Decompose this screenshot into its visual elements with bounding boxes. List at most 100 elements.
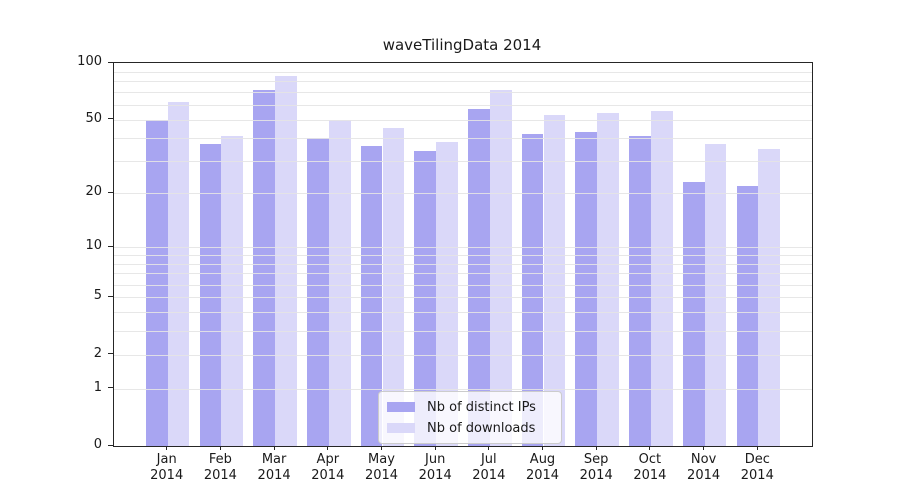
bar-jun-distinct-ips: [414, 150, 437, 446]
x-label-year-may: 2014: [364, 468, 399, 483]
x-tick-jan: [166, 445, 168, 450]
gridline-80: [114, 81, 812, 83]
x-label-year-jan: 2014: [150, 468, 184, 483]
x-label-month-oct: Oct: [638, 452, 662, 467]
y-tick-label-100: 100: [77, 54, 102, 69]
y-tick-label-1: 1: [93, 379, 102, 395]
x-label-month-may: May: [368, 452, 395, 467]
gridline-70: [114, 92, 812, 94]
gridline-20: [114, 193, 812, 195]
x-label-year-feb: 2014: [203, 468, 237, 483]
x-tick-dec: [756, 445, 758, 450]
x-label-year-dec: 2014: [740, 468, 774, 483]
bar-mar-distinct-ips: [253, 89, 276, 446]
legend-swatch-distinct-ips: [387, 402, 415, 412]
bar-jun-downloads: [436, 142, 458, 446]
y-tick-2: [108, 353, 113, 355]
y-tick-label-20: 20: [85, 184, 102, 200]
y-tick-1: [108, 387, 113, 388]
y-tick-50: [108, 118, 113, 120]
x-tick-label-sep: Sep 2014: [568, 452, 624, 484]
gridline-9: [114, 254, 812, 256]
x-tick-label-jul: Jul 2014: [461, 452, 517, 484]
legend-label-distinct-ips: Nb of distinct IPs: [427, 399, 536, 415]
legend-entry-downloads: Nb of downloads: [387, 419, 553, 437]
x-tick-may: [381, 445, 382, 450]
x-tick-jun: [434, 445, 436, 450]
x-label-month-jul: Jul: [480, 452, 497, 467]
x-tick-apr: [327, 445, 329, 450]
x-tick-sep: [595, 445, 597, 450]
y-tick-20: [108, 191, 113, 193]
gridline-40: [114, 137, 812, 139]
x-tick-label-mar: Mar 2014: [246, 452, 302, 484]
x-label-month-feb: Feb: [208, 452, 232, 467]
y-tick-label-50: 50: [85, 110, 102, 126]
gridline-7: [114, 273, 812, 275]
bar-feb-distinct-ips: [199, 144, 222, 446]
x-tick-mar: [273, 445, 275, 450]
y-tick-0: [108, 444, 113, 446]
gridline-50: [114, 119, 812, 121]
x-label-year-oct: 2014: [633, 468, 667, 483]
x-tick-oct: [649, 445, 651, 450]
gridline-10: [114, 247, 812, 248]
bar-mar-downloads: [275, 76, 297, 446]
bar-oct-downloads: [650, 110, 673, 446]
gridline-5: [114, 297, 812, 299]
bar-jul-distinct-ips: [468, 109, 490, 446]
legend-entry-distinct-ips: Nb of distinct IPs: [387, 398, 553, 416]
gridline-2: [114, 354, 812, 356]
gridline-30: [114, 161, 812, 162]
x-label-year-aug: 2014: [525, 468, 560, 483]
gridline-3: [114, 331, 812, 332]
y-tick-5: [108, 295, 113, 297]
x-tick-feb: [219, 445, 221, 450]
x-tick-label-jan: Jan 2014: [139, 452, 195, 484]
gridline-60: [114, 104, 812, 106]
y-tick-10: [108, 245, 113, 247]
y-tick-label-10: 10: [85, 238, 102, 253]
bar-feb-downloads: [221, 135, 244, 446]
bar-nov-distinct-ips: [682, 182, 705, 446]
bar-dec-distinct-ips: [736, 185, 759, 446]
x-label-month-nov: Nov: [690, 452, 717, 467]
x-tick-label-may: May 2014: [354, 452, 410, 484]
legend: Nb of distinct IPs Nb of downloads: [378, 391, 562, 444]
x-label-month-jan: Jan: [156, 452, 177, 467]
bar-apr-distinct-ips: [307, 137, 329, 446]
x-label-month-sep: Sep: [583, 452, 609, 467]
x-tick-label-nov: Nov 2014: [676, 452, 732, 484]
plot-area: Nb of distinct IPs Nb of downloads: [113, 62, 813, 447]
x-tick-aug: [542, 445, 543, 450]
x-label-year-nov: 2014: [687, 468, 721, 483]
bar-jul-downloads: [489, 89, 512, 446]
bar-nov-downloads: [704, 144, 727, 446]
gridline-1: [114, 388, 812, 390]
x-tick-label-jun: Jun 2014: [407, 452, 463, 484]
x-label-month-apr: Apr: [316, 452, 340, 467]
legend-swatch-downloads: [387, 423, 415, 433]
x-label-month-aug: Aug: [529, 452, 556, 467]
x-label-month-dec: Dec: [744, 452, 770, 467]
bar-jan-distinct-ips: [145, 119, 168, 446]
x-label-year-sep: 2014: [579, 468, 613, 483]
y-tick-100: [108, 61, 113, 63]
x-label-year-apr: 2014: [311, 468, 345, 483]
legend-label-downloads: Nb of downloads: [427, 420, 536, 436]
x-label-month-mar: Mar: [261, 452, 287, 467]
x-tick-label-feb: Feb 2014: [192, 452, 248, 484]
x-tick-label-aug: Aug 2014: [515, 452, 571, 484]
x-tick-label-apr: Apr 2014: [300, 452, 356, 484]
chart-title: waveTilingData 2014: [382, 36, 542, 54]
x-tick-label-dec: Dec 2014: [729, 452, 785, 484]
x-tick-jul: [488, 445, 490, 450]
bar-apr-downloads: [328, 119, 351, 446]
x-tick-label-oct: Oct 2014: [622, 452, 678, 484]
x-label-year-jul: 2014: [472, 468, 506, 483]
x-label-year-mar: 2014: [257, 468, 291, 483]
y-tick-label-5: 5: [93, 288, 102, 304]
bar-aug-downloads: [543, 115, 566, 446]
gridline-90: [114, 71, 812, 73]
